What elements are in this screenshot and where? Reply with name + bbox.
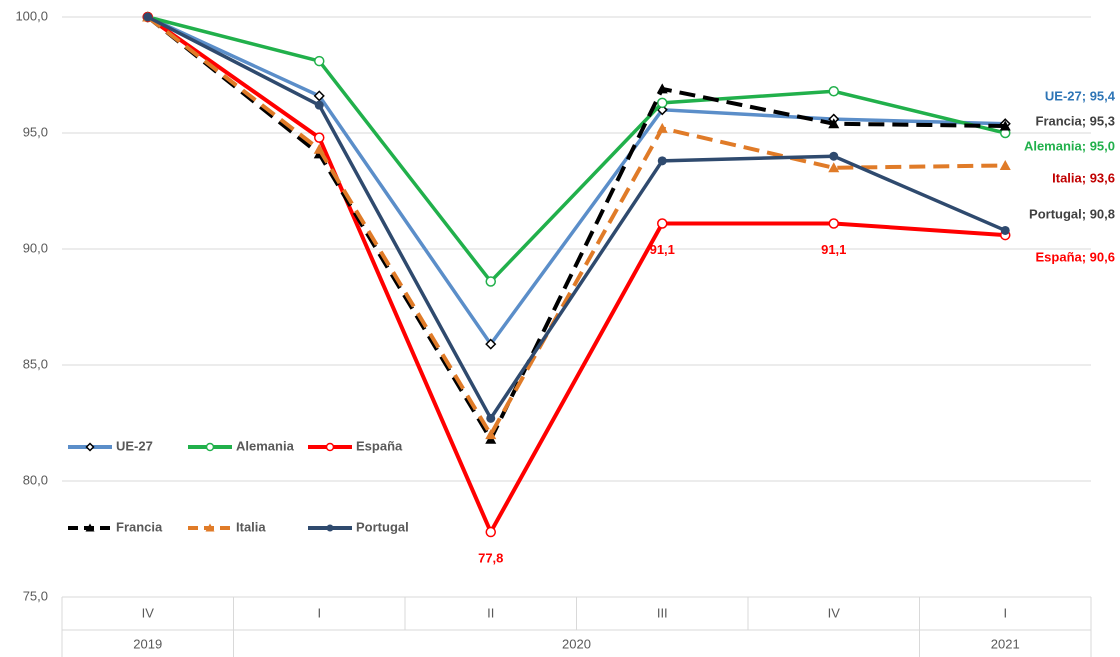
x-tick-label: I [1003,605,1007,620]
marker [828,118,840,129]
data-label: 77,8 [478,550,503,565]
marker [828,218,839,229]
y-tick-label: 75,0 [23,588,48,603]
data-label: Francia; 95,3 [1036,113,1116,128]
marker [1000,225,1010,235]
marker [85,442,95,452]
y-tick-label: 100,0 [15,8,48,23]
marker [828,85,839,97]
data-label: España; 90,6 [1036,249,1116,264]
legend-label: Italia [236,519,266,534]
line [147,15,1006,348]
marker [205,523,215,532]
data-label: Italia; 93,6 [1052,170,1115,185]
legend-item: Alemania [188,438,295,453]
marker [314,100,324,110]
y-tick-label: 80,0 [23,472,48,487]
marker [656,83,668,94]
marker [485,429,497,440]
marker [313,143,325,154]
series: UE-27; 95,4 [142,11,1116,350]
marker [999,159,1011,170]
y-tick-label: 85,0 [23,356,48,371]
marker [486,413,496,423]
data-label: UE-27; 95,4 [1045,88,1116,103]
legend-item: Portugal [308,519,409,534]
x-group-label: 2020 [562,636,591,651]
marker [999,120,1011,131]
x-group-label: 2021 [991,636,1020,651]
marker [656,122,668,133]
x-tick-label: II [487,605,494,620]
legend-label: Alemania [236,438,295,453]
marker [485,276,496,287]
x-tick-label: III [657,605,668,620]
line [146,15,1006,422]
marker [205,442,215,452]
series: 77,8 91,1 91,1 España; 90,6 [142,11,1116,565]
series: Alemania; 95,0 [142,11,1115,287]
line [147,15,1006,285]
legend-item: UE-27 [68,438,153,453]
line [146,15,1006,537]
legend-label: Francia [116,519,163,534]
x-tick-label: IV [142,605,155,620]
series: Italia; 93,6 [142,11,1115,440]
legend-label: España [356,438,403,453]
data-label: 91,1 [650,242,675,257]
marker [657,97,668,109]
series: Portugal; 90,8 [143,12,1115,423]
y-tick-label: 95,0 [23,124,48,139]
legend-item: España [308,438,403,453]
data-label: Alemania; 95,0 [1024,138,1115,153]
data-label: 91,1 [821,242,846,257]
marker [325,442,335,452]
marker [485,338,497,350]
y-tick-label: 90,0 [23,240,48,255]
marker [313,90,325,102]
series: Francia; 95,3 [142,11,1116,444]
marker [314,55,325,67]
line [146,15,1006,444]
legend-label: Portugal [356,519,409,534]
data-label: Portugal; 90,8 [1029,206,1115,221]
marker [143,12,153,22]
marker [314,132,325,143]
legend-label: UE-27 [116,438,153,453]
marker [828,162,840,173]
marker [485,526,496,538]
legend-item: Francia [68,519,163,534]
legend-item: Italia [188,519,266,534]
marker [829,151,839,161]
marker [85,523,95,532]
x-group-label: 2019 [133,636,162,651]
x-tick-label: I [317,605,321,620]
marker [657,218,668,229]
marker [326,524,334,532]
marker [657,156,667,166]
x-tick-label: IV [828,605,841,620]
